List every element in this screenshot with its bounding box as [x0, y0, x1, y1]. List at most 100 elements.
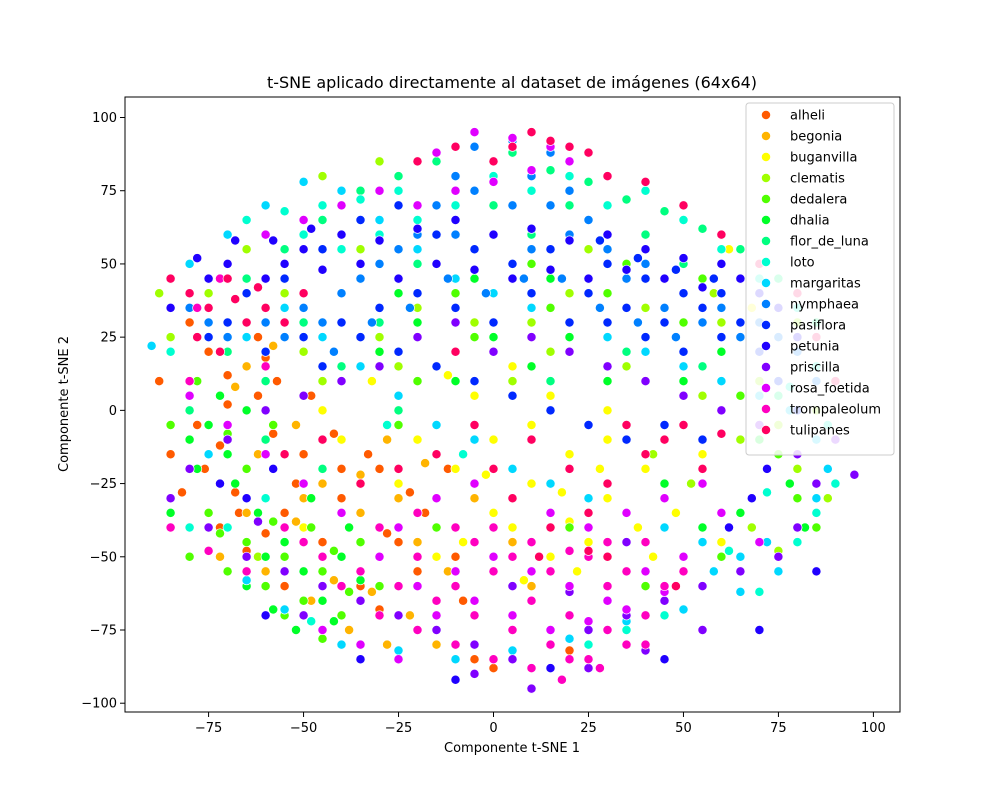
- data-point: [431, 156, 442, 167]
- data-point: [564, 171, 575, 182]
- data-point: [260, 361, 271, 372]
- data-point: [317, 171, 328, 182]
- data-point: [412, 317, 423, 328]
- data-point: [602, 171, 613, 182]
- data-point: [583, 244, 594, 255]
- data-point: [374, 522, 385, 533]
- data-point: [488, 463, 499, 474]
- data-point: [393, 493, 404, 504]
- legend-marker: [761, 257, 771, 267]
- data-point: [279, 604, 290, 615]
- data-point: [469, 478, 480, 489]
- data-point: [564, 185, 575, 196]
- data-point: [564, 581, 575, 592]
- data-point: [393, 463, 404, 474]
- data-point: [526, 332, 537, 343]
- data-point: [488, 176, 499, 187]
- data-point: [260, 273, 271, 284]
- data-point: [393, 244, 404, 255]
- data-point: [640, 463, 651, 474]
- data-point: [241, 317, 252, 328]
- data-point: [583, 537, 594, 548]
- data-point: [279, 302, 290, 313]
- data-point: [583, 545, 594, 556]
- legend-marker: [761, 152, 771, 162]
- data-point: [773, 551, 784, 562]
- data-point: [241, 463, 252, 474]
- data-point: [564, 449, 575, 460]
- data-point: [215, 440, 225, 451]
- data-point: [203, 288, 214, 299]
- data-point: [450, 185, 461, 196]
- data-point: [412, 223, 423, 234]
- data-point: [268, 420, 279, 430]
- data-point: [526, 258, 537, 269]
- data-point: [659, 522, 670, 533]
- data-point: [336, 493, 347, 504]
- data-point: [393, 537, 404, 548]
- data-point: [366, 376, 377, 387]
- data-point: [659, 206, 670, 217]
- data-point: [735, 244, 746, 255]
- data-point: [602, 625, 613, 635]
- data-point: [678, 200, 689, 211]
- data-point: [382, 639, 393, 650]
- data-point: [507, 390, 518, 401]
- data-point: [279, 507, 290, 518]
- data-point: [621, 537, 632, 548]
- data-point: [328, 545, 339, 556]
- data-point: [222, 434, 233, 445]
- legend-marker: [761, 320, 771, 330]
- data-point: [241, 405, 252, 416]
- data-point: [268, 604, 279, 615]
- axes-frame: [124, 96, 901, 713]
- data-point: [222, 332, 233, 343]
- data-point: [222, 566, 233, 577]
- data-point: [602, 258, 613, 269]
- data-point: [450, 229, 461, 240]
- legend-label: rosa_foetida: [790, 382, 870, 397]
- data-point: [203, 332, 214, 343]
- data-point: [317, 264, 328, 275]
- data-point: [298, 610, 309, 621]
- data-point: [697, 522, 708, 533]
- legend-label: dhalia: [790, 214, 830, 229]
- data-point: [442, 370, 453, 381]
- data-point: [594, 463, 605, 474]
- legend-marker: [761, 194, 771, 204]
- data-point: [412, 244, 423, 255]
- data-point: [279, 317, 290, 328]
- x-tick-label: 50: [675, 721, 692, 736]
- data-point: [317, 434, 328, 445]
- data-point: [564, 522, 575, 533]
- data-point: [697, 463, 708, 474]
- data-point: [215, 346, 225, 357]
- data-point: [659, 478, 670, 489]
- data-point: [602, 478, 613, 489]
- data-point: [697, 537, 708, 548]
- data-point: [412, 537, 423, 548]
- data-point: [822, 463, 833, 474]
- data-point: [374, 215, 385, 225]
- data-point: [393, 390, 404, 401]
- data-point: [602, 317, 613, 328]
- data-point: [268, 428, 279, 439]
- data-point: [640, 332, 651, 343]
- legend-marker: [761, 362, 771, 372]
- data-point: [621, 346, 632, 357]
- data-point: [640, 258, 651, 269]
- data-point: [317, 581, 328, 592]
- data-point: [670, 332, 681, 343]
- data-point: [431, 200, 442, 211]
- data-point: [507, 645, 518, 656]
- data-point: [640, 639, 651, 650]
- data-point: [336, 229, 347, 240]
- data-point: [184, 288, 195, 299]
- legend: alheli begonia buganvilla clematis dedalera d…: [745, 102, 895, 456]
- data-point: [336, 639, 347, 650]
- data-point: [708, 566, 719, 577]
- data-point: [412, 156, 423, 167]
- data-point: [450, 317, 461, 328]
- data-point: [526, 595, 537, 606]
- data-point: [328, 616, 339, 627]
